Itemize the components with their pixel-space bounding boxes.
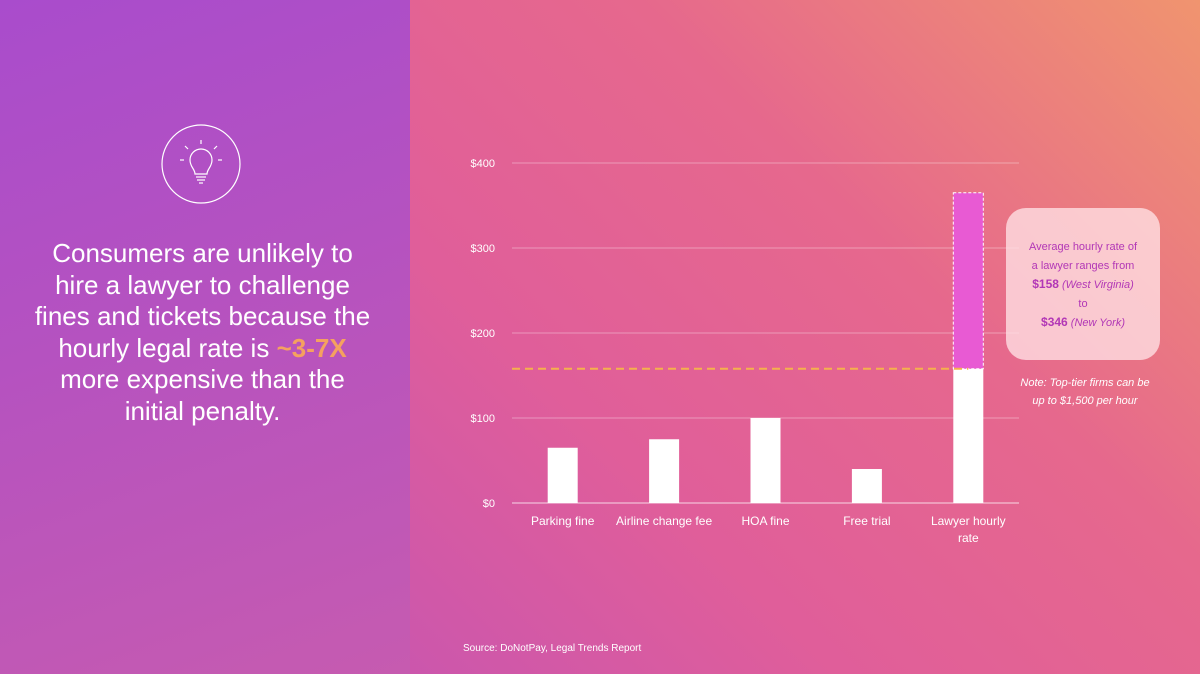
callout-line-1: Average hourly rate of xyxy=(1028,241,1138,253)
note-line-2: up to $1,500 per hour xyxy=(1032,395,1138,407)
bar xyxy=(547,447,578,503)
bar xyxy=(851,469,882,503)
source-text: Source: DoNotPay, Legal Trends Report xyxy=(463,643,642,654)
y-tick-label: $400 xyxy=(471,158,495,170)
bar xyxy=(649,439,680,503)
rate-callout: Average hourly rate of a lawyer ranges f… xyxy=(1006,208,1160,360)
callout-line-2: a lawyer ranges from xyxy=(1031,259,1135,272)
x-tick-label: Free trial xyxy=(843,514,890,528)
y-tick-label: $100 xyxy=(471,413,495,425)
callout-high-value: $346 xyxy=(1041,315,1068,329)
y-tick-label: $200 xyxy=(471,328,495,340)
x-tick-label: Lawyer hourly xyxy=(931,514,1006,528)
headline-highlight: ~3-7X xyxy=(276,332,347,363)
bar xyxy=(750,418,781,503)
x-tick-label: Airline change fee xyxy=(616,514,712,528)
callout-low-value: $158 xyxy=(1032,277,1059,291)
range-bar xyxy=(952,192,984,370)
x-tick-label: Parking fine xyxy=(531,514,595,528)
x-tick-label: rate xyxy=(958,531,979,545)
top-tier-note: Note: Top-tier firms can be up to $1,500… xyxy=(1003,374,1167,410)
bar xyxy=(953,368,984,503)
lightbulb-icon xyxy=(161,124,241,204)
left-panel: Consumers are unlikely to hire a lawyer … xyxy=(0,0,410,674)
y-tick-label: $0 xyxy=(483,498,495,510)
x-tick-label: HOA fine xyxy=(741,514,789,528)
callout-low-place: (West Virginia) xyxy=(1062,279,1134,291)
y-tick-label: $300 xyxy=(471,243,495,255)
callout-connector: to xyxy=(1078,297,1088,310)
callout-high-place: (New York) xyxy=(1070,317,1125,329)
headline: Consumers are unlikely to hire a lawyer … xyxy=(34,238,371,426)
note-line-1: Note: Top-tier firms can be xyxy=(1020,377,1150,389)
